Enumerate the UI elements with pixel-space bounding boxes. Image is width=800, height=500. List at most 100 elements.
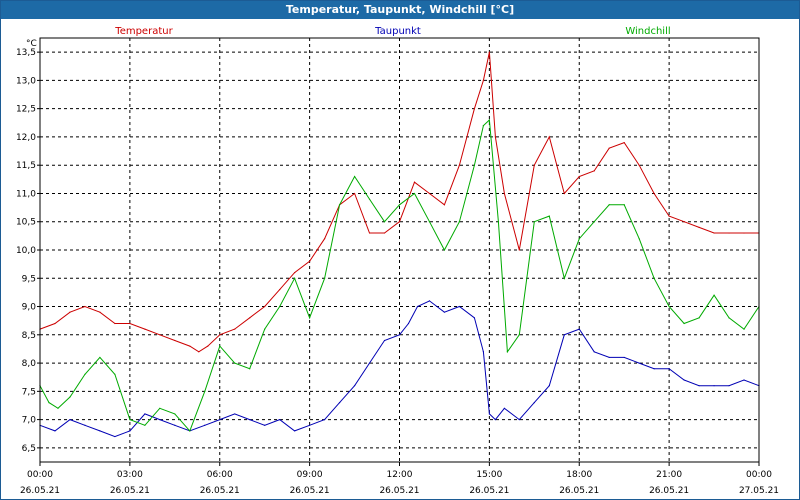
data-point-windchill <box>69 396 71 398</box>
x-axis: 00:00 26.05.21 03:00 26.05.21 06:00 26.05.21 0… <box>20 462 779 496</box>
data-point-windchill <box>683 322 685 325</box>
data-point-windchill <box>428 221 431 223</box>
data-point-windchill <box>309 317 311 319</box>
data-point-windchill <box>383 221 386 223</box>
legend: Temperatur Taupunkt Windchill <box>114 26 670 37</box>
x-tick-date: 26.05.21 <box>110 486 150 496</box>
data-point-windchill <box>129 419 131 421</box>
x-tick-date: 26.05.21 <box>290 486 330 496</box>
data-point-temperatur <box>219 334 221 336</box>
data-point-windchill <box>144 424 146 426</box>
data-point-taupunkt <box>494 419 496 421</box>
data-point-temperatur <box>99 311 101 313</box>
data-point-temperatur <box>159 334 161 336</box>
data-point-taupunkt <box>398 334 401 336</box>
data-point-windchill <box>713 294 715 296</box>
data-point-taupunkt <box>443 311 446 313</box>
x-tick-date: 26.05.21 <box>559 486 599 496</box>
x-tick-time: 12:00 <box>387 470 413 480</box>
data-point-taupunkt <box>488 413 490 415</box>
series-line-taupunkt <box>39 300 760 438</box>
data-point-taupunkt <box>578 328 580 330</box>
chart-title: Temperatur, Taupunkt, Windchill [°C] <box>1 1 799 19</box>
data-point-windchill <box>458 221 461 223</box>
data-point-temperatur <box>324 238 326 240</box>
y-tick-label: 6,5 <box>22 444 36 454</box>
data-point-windchill <box>608 204 610 206</box>
data-point-temperatur <box>69 311 71 313</box>
data-point-windchill <box>593 221 595 223</box>
data-point-temperatur <box>54 322 56 325</box>
data-point-windchill <box>578 238 580 240</box>
series-line-temperatur <box>39 51 759 353</box>
data-point-taupunkt <box>518 419 520 421</box>
data-point-windchill <box>114 373 116 375</box>
data-point-temperatur <box>443 204 446 206</box>
data-point-taupunkt <box>668 368 670 370</box>
data-point-taupunkt <box>338 402 341 404</box>
data-point-temperatur <box>383 232 386 234</box>
x-tick-time: 00:00 <box>27 470 53 480</box>
data-point-taupunkt <box>129 430 131 432</box>
y-tick-label: 13,5 <box>16 48 36 58</box>
x-tick-date: 26.05.21 <box>379 486 419 496</box>
data-point-windchill <box>84 373 86 375</box>
data-point-taupunkt <box>503 407 505 409</box>
data-point-temperatur <box>207 345 209 347</box>
data-point-temperatur <box>482 79 484 81</box>
data-point-taupunkt <box>698 385 700 387</box>
data-point-temperatur <box>473 108 475 110</box>
data-point-windchill <box>234 362 236 364</box>
y-tick-label: 7,0 <box>22 416 37 426</box>
y-tick-label: 8,5 <box>22 331 36 341</box>
x-tick-date: 26.05.21 <box>200 486 240 496</box>
y-tick-label: 11,5 <box>16 161 36 171</box>
data-point-temperatur <box>84 305 86 308</box>
data-point-temperatur <box>458 164 461 166</box>
x-tick-time: 03:00 <box>117 470 143 480</box>
data-point-temperatur <box>264 305 266 308</box>
grid <box>40 38 759 462</box>
data-point-windchill <box>473 164 475 166</box>
data-point-temperatur <box>608 147 610 149</box>
data-point-windchill <box>497 221 499 223</box>
y-tick-label: 13,0 <box>16 76 36 86</box>
x-tick-date: 27.05.21 <box>739 486 779 496</box>
data-point-temperatur <box>279 288 281 291</box>
y-tick-label: 8,0 <box>22 359 37 369</box>
data-point-windchill <box>189 430 191 432</box>
data-point-temperatur <box>503 192 505 195</box>
data-point-taupunkt <box>144 413 146 415</box>
data-point-windchill <box>219 345 221 347</box>
data-point-taupunkt <box>84 424 86 426</box>
data-point-windchill <box>204 390 206 392</box>
data-point-temperatur <box>129 322 131 325</box>
data-point-taupunkt <box>264 424 266 426</box>
data-point-windchill <box>443 249 446 251</box>
data-point-taupunkt <box>249 419 251 421</box>
y-tick-label: 11,0 <box>16 189 36 199</box>
data-point-taupunkt <box>728 385 730 387</box>
data-point-taupunkt <box>428 300 431 302</box>
data-point-temperatur <box>578 175 580 178</box>
data-point-windchill <box>294 277 296 279</box>
series-layer <box>39 51 760 438</box>
data-point-taupunkt <box>548 385 550 387</box>
data-point-temperatur <box>488 51 490 53</box>
data-point-taupunkt <box>473 317 475 319</box>
legend-item-windchill: Windchill <box>625 26 670 37</box>
x-tick-time: 00:00 <box>746 470 772 480</box>
data-point-taupunkt <box>653 368 655 370</box>
x-tick-date: 26.05.21 <box>20 486 60 496</box>
data-point-windchill <box>623 204 625 206</box>
legend-item-taupunkt: Taupunkt <box>374 26 421 37</box>
data-point-windchill <box>264 328 266 330</box>
legend-item-temperatur: Temperatur <box>114 26 173 37</box>
data-point-temperatur <box>189 345 191 347</box>
y-tick-label: 12,0 <box>16 133 36 143</box>
data-point-taupunkt <box>407 322 410 325</box>
data-point-taupunkt <box>683 379 685 381</box>
data-point-taupunkt <box>458 305 461 308</box>
data-point-windchill <box>398 204 401 206</box>
